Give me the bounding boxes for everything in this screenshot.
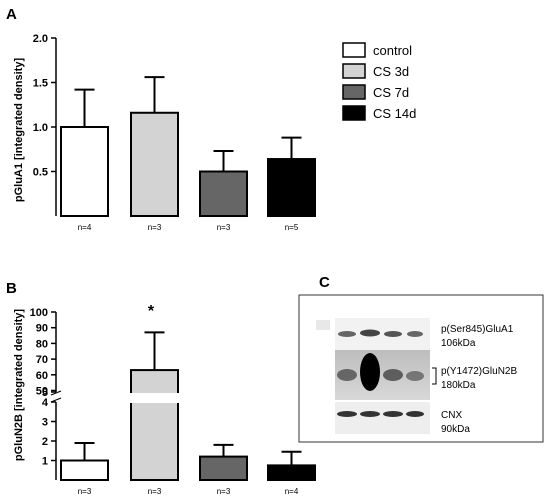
legend-label: CS 7d [373,85,409,100]
chart-a-n-label: n=5 [285,223,299,232]
chart-a-ylabel: pGluA1 [integrated density] [13,58,25,203]
chart-b-n-label: n=4 [285,487,299,496]
legend-label: CS 3d [373,64,409,79]
chart-b-ytick-upper-label: 50 [36,386,48,398]
chart-b-break-mark-1 [50,390,62,396]
blot-label-cnx-kda: 90kDa [441,424,470,435]
chart-b-ytick-lower-label: 3 [42,417,48,429]
blot-label-cnx: CNX [441,410,462,421]
band-gluN2B-3 [383,369,403,381]
chart-a-n-label: n=4 [78,223,92,232]
chart-b-ytick-upper-label: 80 [36,338,48,350]
chart-b-ytick-lower-label: 4 [42,397,49,409]
blot-marker-smear [316,320,330,330]
blot-bracket [432,367,437,385]
chart-a-n-label: n=3 [217,223,231,232]
chart-a-ytick-label: 1.0 [33,122,48,134]
chart-b-bar-cs-14d [267,464,316,481]
chart-b-n-label: n=3 [148,487,162,496]
chart-a: pGluA1 [integrated density] 0.5 1.0 1.5 2.0… [13,33,316,232]
chart-b-ytick-upper-label: 90 [36,323,48,335]
chart-a-bar-cs-3d [130,111,179,217]
blot-label-gluA1: p(Ser845)GluA1 [441,324,514,335]
band-cnx-1 [337,411,357,417]
panel-letter-b: B [6,280,17,297]
band-gluA1-2 [360,329,380,337]
legend-swatch [342,63,366,79]
chart-b-n-label: n=3 [78,487,92,496]
chart-a-ytick-label: 0.5 [33,167,48,179]
band-gluA1-1 [338,331,356,337]
chart-b-ytick-lower-label: 1 [42,456,48,468]
chart-a-bar-cs-7d [199,170,248,217]
band-cnx-4 [406,411,424,417]
chart-b-bar-break [129,393,180,403]
significance-star: * [148,303,155,320]
legend-swatch [342,105,366,121]
legend-label: CS 14d [373,106,416,121]
chart-a-n-label: n=3 [148,223,162,232]
panel-letter-c: C [319,274,330,291]
western-blot: p(Ser845)GluA1 106kDa p(Y1472)GluN2B 180… [298,294,544,443]
chart-b-bar-control [60,459,109,481]
blot-label-gluN2B: p(Y1472)GluN2B [441,366,517,377]
chart-b-ytick-upper-label: 5 [42,387,48,399]
chart-b-n-label: n=3 [217,487,231,496]
chart-b-ytick-upper-label: 60 [36,370,48,382]
blot-strip-3 [335,402,430,434]
chart-a-ytick-label: 1.5 [33,78,48,90]
band-cnx-2 [360,411,380,417]
panel-letter-a: A [6,6,17,23]
chart-a-ytick-label: 2.0 [33,33,48,45]
chart-b-ytick-upper-label: 70 [36,354,48,366]
chart-a-bar-cs-14d [267,158,316,217]
legend-label: control [373,43,412,58]
band-gluN2B-2 [360,353,380,391]
chart-a-bar-control [60,126,109,217]
band-cnx-3 [383,411,403,417]
band-gluA1-3 [384,331,402,337]
chart-b-ytick-upper-label: 100 [30,307,48,319]
chart-b-bar-cs-7d [199,455,248,482]
band-gluN2B-4 [406,371,424,381]
chart-b-ylabel: pGluN2B [integrated density] [13,309,25,462]
blot-label-gluA1-kda: 106kDa [441,338,476,349]
band-gluA1-4 [407,331,423,337]
blot-label-gluN2B-kda: 180kDa [441,380,476,391]
legend-swatch [342,84,366,100]
legend: control CS 3d CS 7d CS 14d [342,42,416,121]
legend-swatch [342,42,366,58]
chart-b-bar-cs-3d [130,369,179,481]
chart-b-ytick-lower-label: 2 [42,436,48,448]
band-gluN2B-1 [337,369,357,381]
